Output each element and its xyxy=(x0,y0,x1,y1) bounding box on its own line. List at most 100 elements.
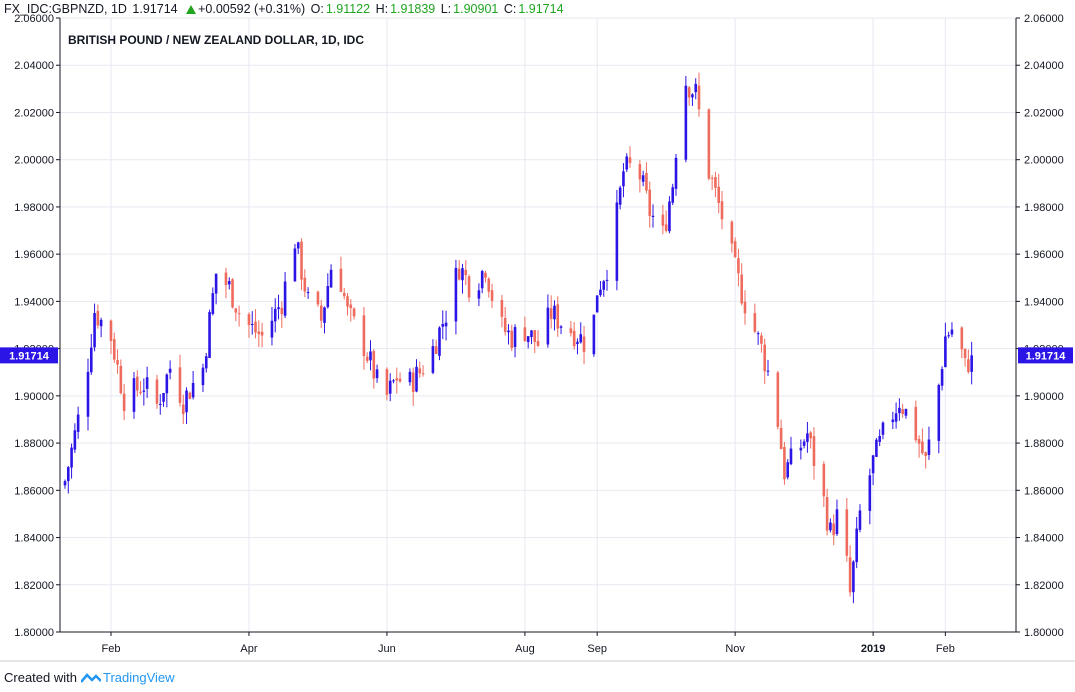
candle-body xyxy=(280,307,284,315)
candle-body xyxy=(421,373,425,375)
candle-body xyxy=(691,94,694,98)
candle-body xyxy=(858,510,862,530)
candle-body xyxy=(392,380,395,382)
last-price: 1.91714 xyxy=(132,2,178,16)
candle-body xyxy=(139,391,142,394)
candle-body xyxy=(753,313,757,332)
candle-body xyxy=(901,409,904,414)
candle-body xyxy=(480,271,484,289)
candle-body xyxy=(898,407,901,414)
candle-body xyxy=(63,481,67,486)
y-axis-right[interactable]: 1.80000 1.82000 1.84000 1.86000 1.88000 1.900… xyxy=(1016,13,1064,639)
candle-body xyxy=(904,408,908,416)
last-price-tag-label: 1.91714 xyxy=(9,350,50,362)
low-value: 1.90901 xyxy=(453,2,499,16)
candle-body xyxy=(132,378,136,412)
candle-body xyxy=(967,359,970,372)
candle-body xyxy=(441,323,445,327)
candlestick-series xyxy=(63,72,973,604)
candle-body xyxy=(766,370,770,372)
candle-body xyxy=(365,356,369,361)
x-tick-label: Apr xyxy=(240,643,257,655)
last-price-tag-label: 1.91714 xyxy=(1026,350,1067,362)
x-tick-label: Aug xyxy=(515,643,535,655)
tradingview-brand: TradingView xyxy=(102,670,175,685)
candle-body xyxy=(93,313,96,348)
candle-body xyxy=(461,268,464,281)
candle-body xyxy=(668,201,671,232)
candle-body xyxy=(247,314,251,325)
candle-body xyxy=(342,292,346,297)
candle-body xyxy=(116,360,119,365)
candle-body xyxy=(283,281,287,316)
candle-body xyxy=(477,290,481,299)
candle-body xyxy=(720,201,724,220)
candle-body xyxy=(418,368,422,374)
y-tick-label: 2.04000 xyxy=(14,60,54,72)
candle-body xyxy=(339,268,343,292)
candle-body xyxy=(431,346,435,373)
candle-body xyxy=(99,319,103,327)
candle-body xyxy=(201,367,205,386)
candle-body xyxy=(628,157,632,164)
candle-body xyxy=(142,390,146,392)
candle-body xyxy=(444,322,448,327)
footer: Created with TradingView xyxy=(4,670,175,685)
y-tick-label: 1.82000 xyxy=(1024,580,1064,592)
candle-body xyxy=(737,258,740,274)
candle-body xyxy=(806,433,809,442)
candle-body xyxy=(73,430,77,450)
candle-body xyxy=(388,380,392,394)
x-tick-label: 2019 xyxy=(861,643,885,655)
candle-body xyxy=(802,441,806,446)
candle-body xyxy=(362,315,366,357)
candle-body xyxy=(648,189,652,217)
candle-body xyxy=(687,87,691,98)
candle-body xyxy=(293,248,297,282)
candle-body xyxy=(526,336,530,342)
close-value: 1.91714 xyxy=(518,2,564,16)
symbol-label[interactable]: FX_IDC:GBPNZD, 1D xyxy=(4,2,127,16)
candle-body xyxy=(944,336,947,368)
candle-body xyxy=(625,156,629,170)
candle-body xyxy=(868,475,872,511)
close-label: C: xyxy=(503,2,517,16)
candle-body xyxy=(454,267,458,322)
candle-body xyxy=(323,307,326,323)
x-axis[interactable]: Feb Apr Jun Aug Sep Nov 2019 Feb xyxy=(102,632,955,655)
candle-body xyxy=(122,393,126,412)
candle-body xyxy=(881,422,885,435)
candle-body xyxy=(970,355,973,372)
candle-body xyxy=(963,348,967,359)
candle-body xyxy=(914,406,918,441)
candle-body xyxy=(165,374,169,394)
candle-body xyxy=(503,318,507,332)
tradingview-logo[interactable]: TradingView xyxy=(80,670,175,685)
candle-body xyxy=(326,286,330,308)
candle-body xyxy=(707,109,711,179)
y-tick-label: 1.86000 xyxy=(14,485,54,497)
y-tick-label: 1.80000 xyxy=(1024,627,1064,639)
candle-body xyxy=(622,171,625,187)
candle-body xyxy=(385,369,389,395)
candle-body xyxy=(937,385,941,441)
candle-body xyxy=(822,463,826,497)
y-tick-label: 1.94000 xyxy=(14,296,54,308)
candle-body xyxy=(185,390,188,413)
candle-body xyxy=(710,177,714,179)
candle-body xyxy=(878,435,881,442)
low-label: L: xyxy=(440,2,452,16)
candle-body xyxy=(168,368,172,373)
candle-body xyxy=(756,333,760,335)
candle-body xyxy=(352,308,356,317)
candle-body xyxy=(438,327,441,356)
candle-body xyxy=(917,439,921,444)
candle-body xyxy=(595,295,599,313)
candle-body xyxy=(799,447,803,451)
candle-body xyxy=(135,376,139,391)
candle-body xyxy=(191,382,195,398)
candle-body xyxy=(257,331,261,335)
candle-body xyxy=(319,305,323,321)
candle-body xyxy=(763,344,767,372)
